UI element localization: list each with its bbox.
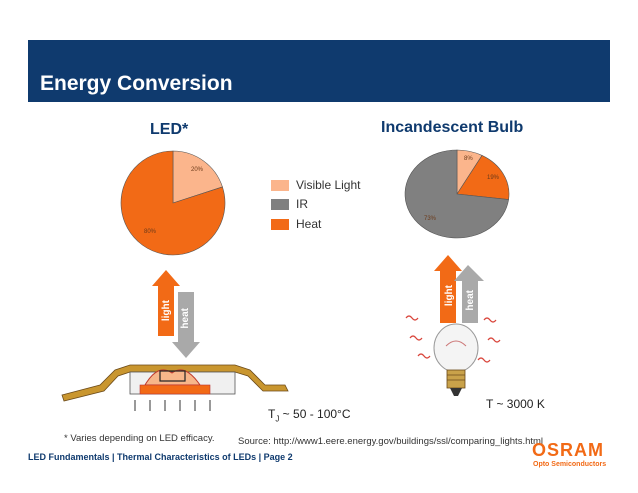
legend-swatch xyxy=(271,218,289,230)
light-arrow-icon xyxy=(434,255,462,323)
led-pie-chart xyxy=(120,150,226,256)
bulb-temperature: T ~ 3000 K xyxy=(486,397,545,411)
legend-swatch xyxy=(271,179,289,191)
temp-symbol: T xyxy=(268,407,276,421)
bulb-light-arrow-label: light xyxy=(444,285,455,307)
bulb-pie-chart xyxy=(404,149,510,239)
led-slice-label-visible: 20% xyxy=(191,167,204,173)
heat-arrow-icon xyxy=(172,292,200,358)
footnote: * Varies depending on LED efficacy. xyxy=(64,433,215,444)
legend-label: IR xyxy=(296,197,308,211)
legend-item-heat: Heat xyxy=(271,217,321,231)
bulb-slice-label-heat: 19% xyxy=(487,175,500,181)
led-slice-heat xyxy=(120,150,226,256)
led-heat-arrow-label: heat xyxy=(180,308,191,329)
led-slice-visible-light xyxy=(172,150,223,204)
source-note: Source: http://www1.eere.energy.gov/buil… xyxy=(238,436,544,447)
legend-label: Heat xyxy=(296,217,322,231)
heat-arrow-icon xyxy=(454,265,484,323)
bulb-slice-ir xyxy=(404,149,509,239)
legend-item-visible-light: Visible Light xyxy=(271,178,361,192)
footer-text: LED Fundamentals | Thermal Characteristi… xyxy=(28,452,293,462)
light-bulb-icon xyxy=(405,315,501,396)
temp-subscript: J xyxy=(275,414,280,424)
bulb-title: Incandescent Bulb xyxy=(381,119,524,136)
header-bar: Energy Conversion xyxy=(28,40,610,102)
legend-item-ir: IR xyxy=(271,197,308,211)
temp-range: ~ 50 - 100°C xyxy=(279,407,351,421)
led-arrows-graphic xyxy=(152,270,200,358)
osram-logo-subtitle: Opto Semiconductors xyxy=(533,461,607,468)
bulb-slice-label-visible: 8% xyxy=(464,156,473,162)
legend-swatch xyxy=(271,198,289,210)
legend-label: Visible Light xyxy=(296,178,361,192)
bulb-arrows-graphic xyxy=(434,255,484,323)
led-title: LED* xyxy=(150,121,189,138)
led-light-arrow-label: light xyxy=(161,300,172,322)
led-package-icon xyxy=(61,364,289,411)
osram-logo: OSRAM xyxy=(532,440,604,460)
led-temperature: TJ ~ 50 - 100°C xyxy=(268,407,351,423)
bulb-slice-heat xyxy=(456,155,510,200)
light-arrow-icon xyxy=(152,270,180,336)
bulb-slice-label-ir: 73% xyxy=(424,216,437,222)
led-slice-label-heat: 80% xyxy=(144,229,157,235)
page-title: Energy Conversion xyxy=(40,72,233,95)
